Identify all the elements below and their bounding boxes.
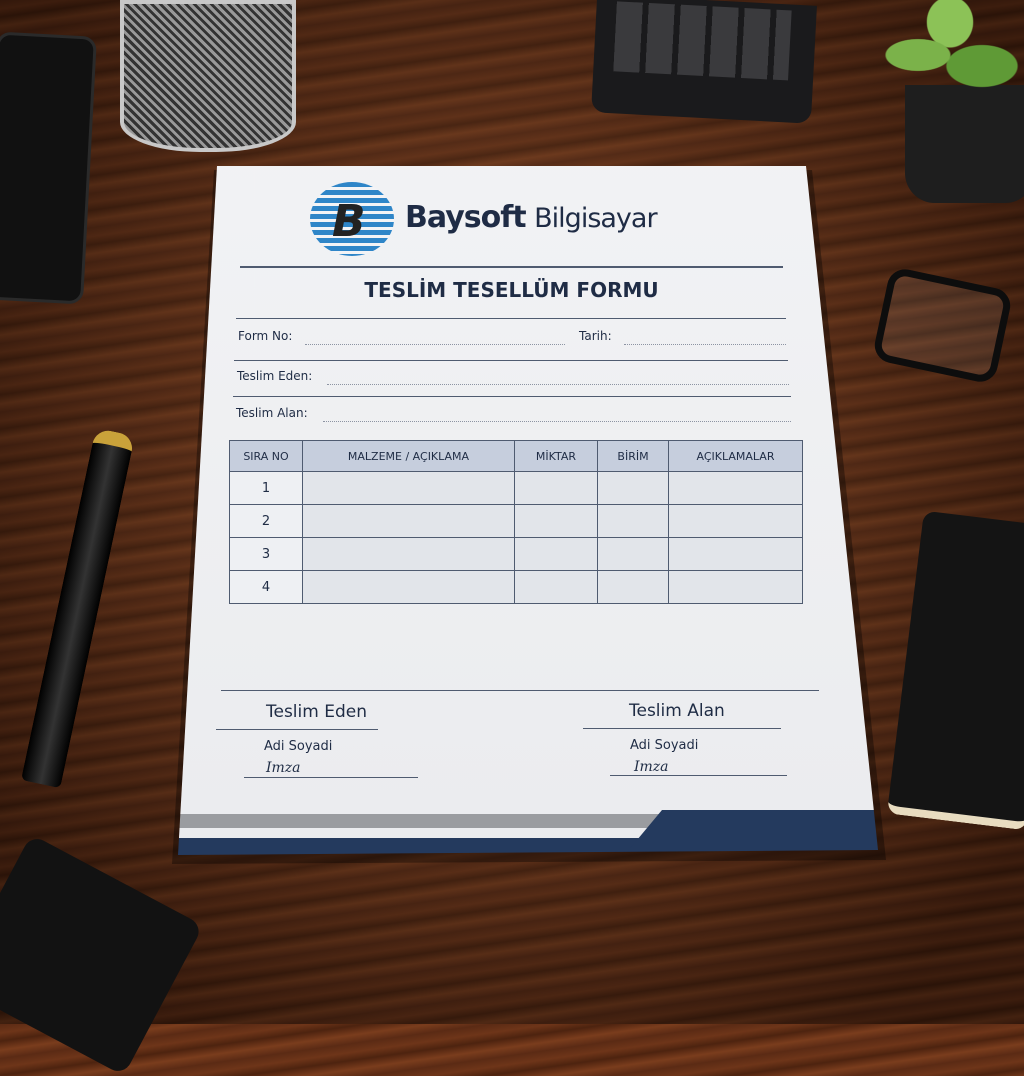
form-title: TESLİM TESELLÜM FORMU <box>364 278 659 302</box>
signature-label-eden: Imza <box>266 760 301 776</box>
cell[interactable] <box>597 504 669 538</box>
table-row: 4 <box>229 570 803 604</box>
cell[interactable] <box>597 570 669 604</box>
cell[interactable] <box>668 504 803 538</box>
cell[interactable] <box>668 471 803 505</box>
pen-holder <box>120 0 296 152</box>
teslim-alan-field[interactable] <box>323 421 791 422</box>
name-label-alan: Adi Soyadi <box>630 738 699 753</box>
signature-heading-alan: Teslim Alan <box>629 701 725 721</box>
cell[interactable] <box>514 570 598 604</box>
table-row: 1 <box>229 471 803 505</box>
cell[interactable] <box>668 570 803 604</box>
footer-gray-band <box>178 814 660 828</box>
header-birim: BİRİM <box>597 440 669 472</box>
cell[interactable] <box>668 537 803 571</box>
table-row: 3 <box>229 537 803 571</box>
row-number: 2 <box>229 504 303 538</box>
divider <box>221 690 819 691</box>
cell[interactable] <box>514 504 598 538</box>
divider <box>233 396 791 397</box>
form-paper: B Baysoft Bilgisayar TESLİM TESELLÜM FOR… <box>178 166 878 855</box>
cell[interactable] <box>597 537 669 571</box>
divider <box>216 729 378 730</box>
row-number: 1 <box>229 471 303 505</box>
signature-label-alan: Imza <box>634 759 669 775</box>
form-no-field[interactable] <box>305 344 565 345</box>
cell[interactable] <box>302 504 515 538</box>
table-row: 2 <box>229 504 803 538</box>
date-label: Tarih: <box>579 329 612 343</box>
brand-name: Baysoft Bilgisayar <box>405 200 658 235</box>
cell[interactable] <box>302 570 515 604</box>
divider <box>583 728 781 729</box>
cell[interactable] <box>302 471 515 505</box>
calculator <box>591 0 817 124</box>
teslim-eden-field[interactable] <box>327 384 789 385</box>
teslim-eden-label: Teslim Eden: <box>237 369 313 383</box>
signature-heading-eden: Teslim Eden <box>266 702 367 722</box>
row-number: 3 <box>229 537 303 571</box>
signature-line-alan[interactable] <box>610 775 787 776</box>
teslim-alan-label: Teslim Alan: <box>236 406 308 420</box>
divider <box>236 318 786 319</box>
divider <box>240 266 783 268</box>
cell[interactable] <box>514 471 598 505</box>
signature-line-eden[interactable] <box>244 777 418 778</box>
form-no-label: Form No: <box>238 329 293 343</box>
cell[interactable] <box>514 537 598 571</box>
date-field[interactable] <box>624 344 786 345</box>
header-malzeme: MALZEME / AÇIKLAMA <box>302 440 515 472</box>
header-miktar: MİKTAR <box>514 440 598 472</box>
smartphone <box>0 31 97 305</box>
name-label-eden: Adi Soyadi <box>264 739 333 754</box>
header-aciklamalar: AÇIKLAMALAR <box>668 440 803 472</box>
table-header-row: SIRA NO MALZEME / AÇIKLAMA MİKTAR BİRİM … <box>229 440 803 472</box>
footer-navy-block <box>622 810 878 855</box>
header-sira-no: SIRA NO <box>229 440 303 472</box>
baysoft-logo-icon: B <box>310 182 394 256</box>
items-table: SIRA NO MALZEME / AÇIKLAMA MİKTAR BİRİM … <box>229 440 803 604</box>
divider <box>234 360 788 361</box>
row-number: 4 <box>229 570 303 604</box>
cell[interactable] <box>597 471 669 505</box>
brand-name-bold: Baysoft <box>405 200 527 235</box>
brand-suffix: Bilgisayar <box>534 203 657 234</box>
plant-leaves <box>870 0 1024 110</box>
cell[interactable] <box>302 537 515 571</box>
